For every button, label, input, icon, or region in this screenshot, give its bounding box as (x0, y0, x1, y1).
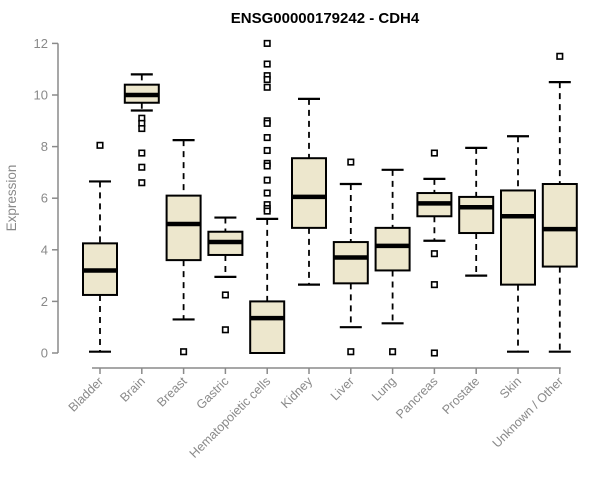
boxplot-prostate (458, 146, 495, 277)
outlier-point (263, 119, 271, 127)
outlier-point (347, 158, 355, 166)
x-tick-label: Kidney (278, 374, 315, 411)
outlier-point (263, 39, 271, 47)
boxplot-bladder (82, 141, 118, 353)
outlier-point (138, 163, 146, 171)
outlier-point (430, 281, 438, 289)
x-tick-label: Prostate (439, 374, 482, 417)
boxplot-lung (374, 168, 411, 356)
outlier-point (263, 83, 271, 91)
outlier-point (263, 162, 271, 170)
x-tick-label: Liver (328, 374, 357, 403)
outlier-point (221, 291, 229, 299)
boxes-layer (82, 39, 578, 357)
x-tick-label: Breast (154, 374, 190, 410)
x-tick-label: Bladder (66, 374, 106, 414)
outlier-point (263, 134, 271, 142)
y-tick-label: 10 (34, 88, 48, 103)
outlier-point (263, 146, 271, 155)
y-tick-label: 0 (41, 346, 48, 361)
outlier-point (221, 326, 229, 334)
outlier-point (263, 60, 271, 68)
boxplot-liver (332, 158, 369, 356)
y-tick-label: 12 (34, 36, 48, 51)
chart-title: ENSG00000179242 - CDH4 (231, 10, 420, 27)
outlier-point (263, 207, 271, 215)
outlier-point (389, 348, 397, 356)
outlier-point (138, 149, 146, 157)
iqr-box (500, 189, 536, 286)
y-axis-label: Expression (4, 165, 19, 232)
iqr-box (458, 195, 495, 235)
x-tick-label: Brain (117, 374, 148, 405)
iqr-box (374, 226, 411, 272)
iqr-box (165, 194, 202, 262)
outlier-point (430, 250, 438, 258)
boxplot-gastric (207, 216, 244, 334)
x-tick-label: Lung (369, 374, 399, 404)
x-tick-label: Gastric (194, 374, 232, 412)
boxplot-breast (165, 139, 202, 356)
y-tick-label: 8 (41, 139, 48, 154)
boxplot-brain (123, 73, 160, 187)
outlier-point (556, 52, 564, 60)
x-tick-label: Skin (497, 374, 524, 401)
x-tick-label: Hematopoietic cells (187, 374, 274, 461)
iqr-box (332, 241, 369, 285)
outlier-point (96, 141, 104, 149)
y-tick-label: 6 (41, 191, 48, 206)
iqr-box (249, 300, 286, 354)
iqr-box (291, 157, 327, 229)
iqr-box (541, 183, 578, 268)
outlier-point (347, 348, 355, 356)
outlier-point (430, 149, 438, 157)
outlier-point (263, 176, 271, 184)
boxplot-hematopoietic-cells (249, 39, 286, 354)
outlier-point (263, 75, 271, 84)
y-tick-label: 2 (41, 294, 48, 309)
boxplot-unknown-other (541, 52, 578, 353)
outlier-point (138, 124, 146, 133)
outlier-point (263, 189, 271, 197)
boxplot-kidney (291, 97, 327, 286)
outlier-point (138, 179, 146, 187)
x-tick-label: Unknown / Other (490, 374, 566, 450)
outlier-point (430, 349, 438, 357)
boxplot-pancreas (416, 149, 453, 357)
x-tick-label: Pancreas (393, 374, 440, 421)
boxplot-skin (500, 135, 536, 353)
y-tick-label: 4 (41, 242, 48, 257)
outlier-point (180, 348, 188, 356)
